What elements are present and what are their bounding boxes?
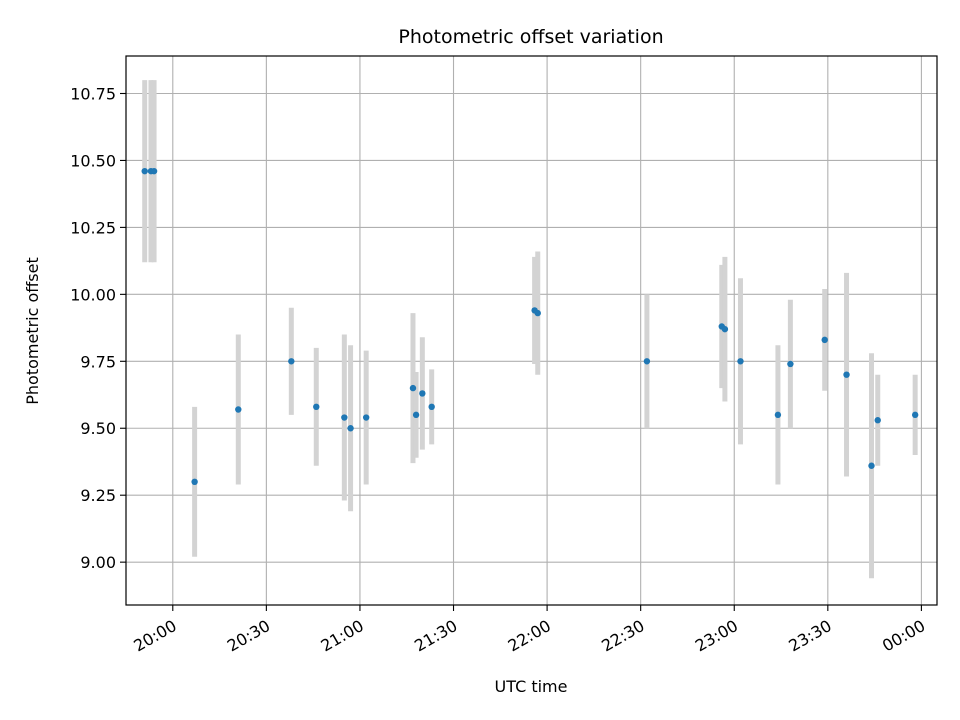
y-tick-label: 10.50	[70, 151, 116, 170]
data-point	[721, 325, 729, 333]
data-points	[141, 167, 919, 486]
data-point	[235, 406, 242, 413]
data-point	[362, 414, 370, 421]
data-point	[341, 414, 348, 421]
data-point	[191, 478, 198, 486]
y-tick-label: 9.75	[80, 352, 116, 371]
y-tick-label: 9.25	[80, 486, 116, 505]
y-tick-label: 9.50	[80, 419, 116, 438]
data-point	[150, 167, 158, 175]
data-point	[911, 411, 919, 419]
chart-title: Photometric offset variation	[398, 26, 663, 48]
y-axis-label: Photometric offset	[23, 257, 42, 405]
data-point	[141, 167, 148, 175]
data-point	[288, 358, 295, 365]
plot-frame	[125, 55, 938, 606]
data-point	[874, 417, 881, 424]
y-axis: 9.00 9.25 9.50 9.75 10.00 10.25 10.50 10.75	[70, 84, 126, 572]
data-point	[347, 425, 354, 432]
data-point	[643, 358, 651, 365]
data-point	[821, 336, 828, 344]
y-tick-label: 10.00	[70, 285, 116, 304]
data-point	[409, 384, 417, 392]
data-point	[843, 371, 850, 378]
data-point	[313, 403, 320, 411]
y-tick-label: 10.75	[70, 84, 116, 103]
grid	[126, 56, 937, 605]
data-point	[412, 411, 420, 419]
data-point	[534, 309, 541, 317]
data-point	[737, 358, 744, 365]
data-point	[428, 403, 435, 411]
data-point	[787, 360, 794, 368]
data-point	[868, 462, 875, 469]
y-tick-label: 9.00	[80, 553, 116, 572]
y-tick-label: 10.25	[70, 218, 116, 237]
data-point	[419, 390, 426, 397]
data-point	[774, 411, 782, 419]
x-axis-label: UTC time	[495, 677, 568, 696]
